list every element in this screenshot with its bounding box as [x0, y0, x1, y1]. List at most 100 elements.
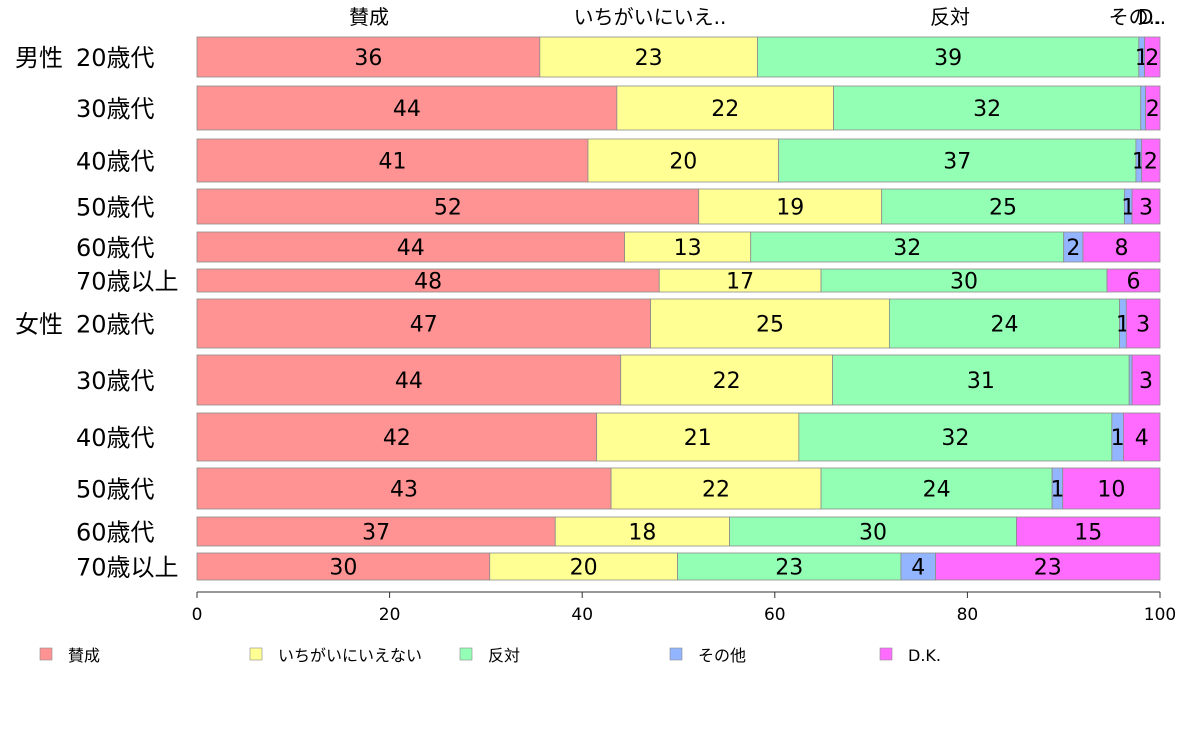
bar-segment	[881, 188, 1125, 225]
bar-segment	[624, 231, 752, 263]
bar-segment	[196, 467, 612, 510]
row-label: 40歳代	[76, 148, 155, 176]
bar-segment	[196, 36, 541, 78]
data-label: 22	[711, 97, 739, 122]
data-label: 31	[967, 369, 995, 394]
top-series-label: 賛成	[349, 5, 389, 29]
group-label: 男性	[15, 44, 63, 72]
bar-segment	[1106, 268, 1161, 293]
x-axis: 0 20 40 60 80 100	[192, 591, 1176, 625]
x-tick-label: 60	[764, 605, 786, 625]
row-label: 50歳代	[76, 194, 155, 222]
bar-segment	[1128, 354, 1133, 406]
top-series-labels: 賛成 いちがいにいえ.. 反対 その..D..	[349, 5, 1166, 29]
bar-segment	[757, 36, 1140, 78]
legend-label: 賛成	[68, 646, 100, 665]
bar-segment	[1082, 231, 1161, 263]
data-label: 30	[950, 270, 978, 295]
data-label: 25	[989, 196, 1017, 221]
data-label: 3	[1139, 196, 1153, 221]
bar-segment	[1123, 412, 1161, 462]
data-label: 32	[893, 236, 921, 261]
data-label: 19	[776, 196, 804, 221]
data-label: 30	[859, 521, 887, 546]
bar-segment	[489, 552, 678, 581]
data-label: 44	[393, 97, 421, 122]
data-label: 24	[923, 478, 951, 503]
x-tick-label: 20	[379, 605, 401, 625]
row-label: 30歳代	[76, 367, 155, 395]
bar-segment	[196, 298, 651, 349]
group-label: 女性	[15, 311, 63, 339]
row-label: 40歳代	[76, 424, 155, 452]
legend-swatch	[459, 647, 473, 661]
data-label: 44	[397, 236, 425, 261]
legend-label: その他	[698, 646, 746, 665]
bar-segment	[1131, 354, 1161, 406]
data-label: 1	[1050, 478, 1064, 503]
bar-segment	[196, 552, 491, 581]
bar-segment	[587, 138, 780, 183]
data-label: 15	[1074, 521, 1102, 546]
row-label: 50歳代	[76, 476, 155, 504]
data-label: 8	[1114, 236, 1128, 261]
legend-swatch	[879, 647, 893, 661]
data-label: 24	[990, 313, 1018, 338]
data-label: 3	[1136, 313, 1150, 338]
bar-segment	[778, 138, 1137, 183]
data-label: 41	[378, 150, 406, 175]
bar-segment	[196, 516, 556, 547]
row-label: 70歳以上	[76, 554, 179, 582]
row-label: 60歳代	[76, 519, 155, 547]
data-label: 21	[684, 426, 712, 451]
bar-segment	[729, 516, 1017, 547]
data-label: 42	[383, 426, 411, 451]
data-label: 47	[410, 313, 438, 338]
data-label: 22	[702, 478, 730, 503]
data-label: 48	[414, 270, 442, 295]
bar-segment	[833, 85, 1142, 131]
row-label: 20歳代	[76, 311, 155, 339]
bar-segment	[616, 85, 834, 131]
data-label: 2	[1144, 150, 1158, 175]
bar-segment	[935, 552, 1161, 581]
row-label: 70歳以上	[76, 268, 179, 296]
bar-segment	[1125, 298, 1161, 349]
legend-swatch	[669, 647, 683, 661]
bar-segment	[1144, 36, 1161, 78]
data-label: 30	[329, 556, 357, 581]
data-label: 25	[756, 313, 784, 338]
data-label: 44	[395, 369, 423, 394]
data-label: 32	[973, 97, 1001, 122]
bar-segment	[820, 467, 1053, 510]
bar-segment	[888, 298, 1120, 349]
bar-segment	[1145, 85, 1161, 131]
legend-swatch	[249, 647, 263, 661]
data-label: 37	[943, 150, 971, 175]
data-label: 52	[434, 196, 462, 221]
data-label: 2	[1145, 46, 1159, 71]
data-label: 2	[1066, 236, 1080, 261]
data-label: 23	[1034, 556, 1062, 581]
row-label: 30歳代	[76, 95, 155, 123]
data-label: 36	[354, 46, 382, 71]
bar-segment	[196, 85, 618, 131]
bar-segment	[900, 552, 937, 581]
legend: 賛成 いちがいにいえない 反対 その他 D.K.	[39, 646, 941, 665]
bar-segment	[1141, 138, 1161, 183]
bar-segment	[596, 412, 800, 462]
data-label: 23	[775, 556, 803, 581]
x-tick-label: 40	[571, 605, 593, 625]
bar-segment	[196, 188, 700, 225]
bar-segment	[1062, 467, 1161, 510]
data-label: 20	[669, 150, 697, 175]
data-label: 10	[1097, 478, 1125, 503]
bar-segment	[610, 467, 822, 510]
legend-label: いちがいにいえない	[278, 646, 422, 665]
bar-segment	[196, 354, 622, 406]
bar-segment	[554, 516, 730, 547]
data-label: 43	[390, 478, 418, 503]
bar-segment	[539, 36, 758, 78]
